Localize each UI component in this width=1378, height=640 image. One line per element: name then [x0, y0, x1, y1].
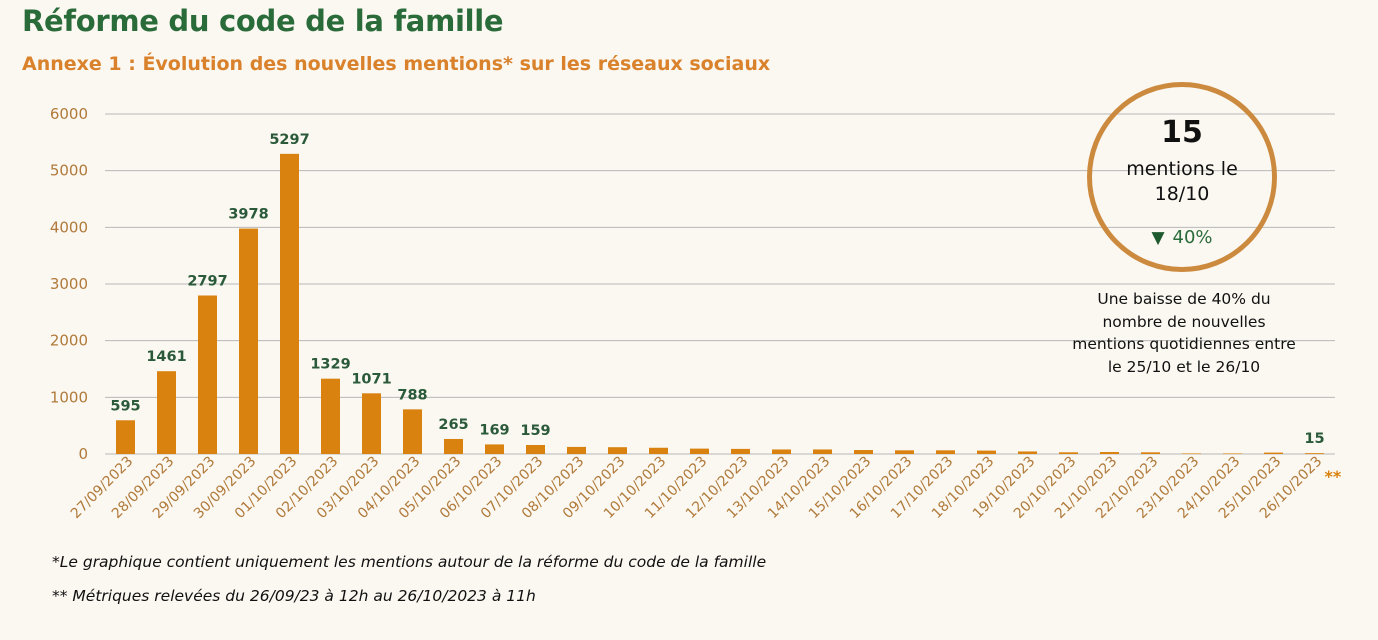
- data-label: 15: [1304, 431, 1324, 447]
- bar: [1223, 453, 1242, 454]
- bar: [157, 371, 176, 454]
- y-tick-label: 0: [78, 445, 88, 463]
- bar: [813, 449, 832, 454]
- footnote-scope: *Le graphique contient uniquement les me…: [52, 553, 767, 571]
- bar: [1018, 451, 1037, 454]
- data-label: 3978: [228, 207, 268, 223]
- data-label: 1071: [351, 371, 391, 387]
- data-label: 265: [438, 417, 468, 433]
- bar: [403, 409, 422, 454]
- kpi-change: ▼ 40%: [1092, 227, 1272, 248]
- bar: [1100, 452, 1119, 454]
- data-label: 1461: [146, 349, 186, 365]
- chart-subtitle: Annexe 1 : Évolution des nouvelles menti…: [22, 53, 771, 75]
- bar: [895, 450, 914, 454]
- y-tick-label: 5000: [50, 162, 88, 180]
- y-tick-label: 2000: [50, 332, 88, 350]
- category-marker: **: [1325, 467, 1342, 486]
- kpi-change-value: 40%: [1172, 227, 1213, 248]
- data-label: 1329: [310, 357, 350, 373]
- y-tick-label: 1000: [50, 388, 88, 406]
- bar: [977, 450, 996, 454]
- data-label: 2797: [187, 274, 227, 290]
- bar: [772, 449, 791, 454]
- bar: [936, 450, 955, 454]
- bar: [321, 378, 340, 454]
- bar: [1141, 452, 1160, 454]
- down-triangle-icon: ▼: [1151, 228, 1165, 248]
- bar: [444, 438, 463, 454]
- bar: [731, 448, 750, 454]
- bar: [649, 447, 668, 454]
- data-label: 788: [397, 387, 427, 403]
- bar: [1182, 453, 1201, 454]
- data-label: 159: [520, 423, 550, 439]
- y-tick-label: 6000: [50, 105, 88, 123]
- bar: [608, 447, 627, 454]
- y-tick-label: 3000: [50, 275, 88, 293]
- bar: [526, 444, 545, 454]
- bar: [1059, 452, 1078, 454]
- bar: [239, 228, 258, 454]
- bar: [116, 420, 135, 454]
- footnote-metrics: ** Métriques relevées du 26/09/23 à 12h …: [52, 587, 536, 605]
- bar: [280, 153, 299, 454]
- bar: [567, 446, 586, 454]
- data-label: 5297: [269, 132, 309, 148]
- bar: [362, 393, 381, 454]
- bar: [854, 450, 873, 454]
- kpi-label: mentions le 18/10: [1126, 158, 1238, 205]
- page-title: Réforme du code de la famille: [22, 4, 504, 38]
- kpi-value: 15: [1161, 115, 1203, 150]
- bar: [1264, 452, 1283, 454]
- kpi-circle: 15 mentions le 18/10 ▼ 40%: [1087, 82, 1277, 272]
- bar: [1305, 453, 1324, 454]
- y-tick-label: 4000: [50, 218, 88, 236]
- bar: [690, 448, 709, 454]
- kpi-note: Une baisse de 40% du nombre de nouvelles…: [1072, 290, 1296, 376]
- bar: [198, 295, 217, 454]
- data-label: 169: [479, 422, 509, 438]
- bar: [485, 444, 504, 454]
- data-label: 595: [110, 398, 140, 414]
- mentions-bar-chart: 010002000300040005000600059527/09/202314…: [50, 105, 1342, 522]
